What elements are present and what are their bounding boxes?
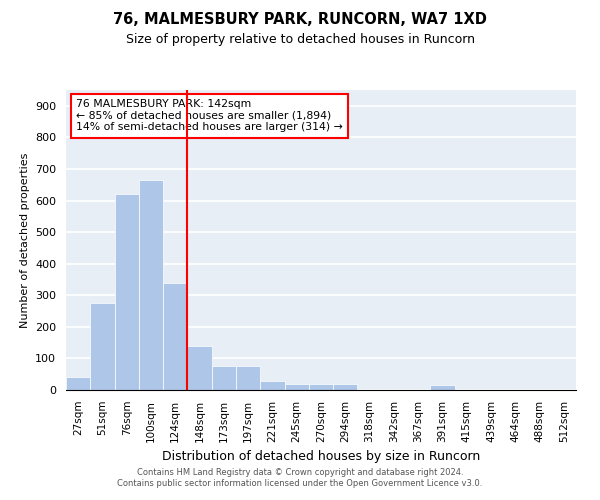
X-axis label: Distribution of detached houses by size in Runcorn: Distribution of detached houses by size … (162, 450, 480, 463)
Bar (66, 378, 90, 390)
Bar (90, 303, 115, 390)
Bar (309, 384, 333, 390)
Bar (212, 366, 236, 390)
Y-axis label: Number of detached properties: Number of detached properties (20, 152, 29, 328)
Bar (260, 380, 284, 390)
Bar (430, 386, 455, 390)
Bar (236, 366, 260, 390)
Text: 76 MALMESBURY PARK: 142sqm
← 85% of detached houses are smaller (1,894)
14% of s: 76 MALMESBURY PARK: 142sqm ← 85% of deta… (76, 99, 343, 132)
Text: 76, MALMESBURY PARK, RUNCORN, WA7 1XD: 76, MALMESBURY PARK, RUNCORN, WA7 1XD (113, 12, 487, 28)
Bar (139, 180, 163, 390)
Text: Size of property relative to detached houses in Runcorn: Size of property relative to detached ho… (125, 32, 475, 46)
Bar (187, 346, 212, 390)
Bar (115, 194, 139, 390)
Bar (333, 384, 358, 390)
Text: Contains HM Land Registry data © Crown copyright and database right 2024.
Contai: Contains HM Land Registry data © Crown c… (118, 468, 482, 487)
Bar (163, 282, 187, 390)
Bar (284, 384, 309, 390)
